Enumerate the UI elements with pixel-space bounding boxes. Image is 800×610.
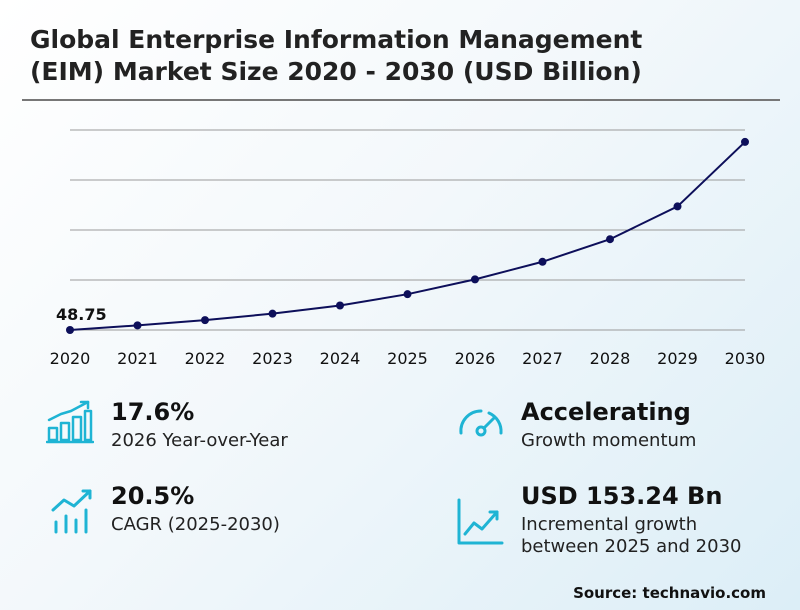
x-tick-label: 2020 [50,349,91,368]
chart-title: Global Enterprise Information Management… [30,24,770,88]
stat-incremental-label: Incremental growth between 2025 and 2030 [521,514,741,558]
stat-yoy-value: 17.6% [111,398,195,426]
x-tick-label: 2026 [455,349,496,368]
data-point [471,275,479,284]
line-chart: 2020 2021 2022 2023 2024 2025 2026 2027 2028 2029… [50,129,766,368]
data-point [606,235,614,244]
series-line [69,141,746,331]
data-point [201,316,209,325]
stat-incremental-label-line-2: between 2025 and 2030 [521,536,742,557]
x-tick-label: 2023 [252,349,293,368]
data-point [403,290,412,299]
title-line-2: (EIM) Market Size 2020 - 2030 (USD Billi… [30,57,642,86]
data-point [133,321,142,330]
x-axis-tick-labels: 2020 2021 2022 2023 2024 2025 2026 2027 2028 2029… [50,349,766,368]
stat-momentum: Accelerating Growth momentum [521,398,696,452]
x-tick-label: 2025 [387,349,428,368]
x-tick-label: 2030 [725,349,766,368]
stat-cagr-label: CAGR (2025-2030) [111,514,280,535]
stat-incremental-value: USD 153.24 Bn [521,482,723,510]
data-point [741,137,749,146]
stat-incremental: USD 153.24 Bn Incremental growth between… [521,482,741,558]
data-points [66,137,749,334]
title-divider [22,99,780,101]
x-tick-label: 2029 [657,349,698,368]
data-labels: 48.75 [56,305,107,324]
source-credit: Source: technavio.com [573,584,766,602]
bar-chart-growth-icon [46,400,94,444]
stat-cagr: 20.5% CAGR (2025-2030) [111,482,280,536]
x-tick-label: 2021 [117,349,158,368]
stat-yoy: 17.6% 2026 Year-over-Year [111,398,288,452]
data-point [673,202,682,211]
x-tick-label: 2022 [185,349,226,368]
title-line-1: Global Enterprise Information Management [30,25,643,54]
line-chart-up-icon [457,498,504,545]
data-label: 48.75 [56,305,107,324]
data-point [538,257,547,266]
x-tick-label: 2024 [320,349,361,368]
stat-yoy-label: 2026 Year-over-Year [111,430,288,451]
speedometer-icon [459,409,503,437]
stat-momentum-value: Accelerating [521,398,691,426]
data-point [66,326,74,334]
stat-incremental-label-line-1: Incremental growth [521,514,698,535]
stat-momentum-label: Growth momentum [521,430,697,451]
data-point [336,301,344,310]
x-tick-label: 2028 [590,349,631,368]
x-tick-label: 2027 [522,349,563,368]
gridlines [70,129,745,331]
trend-bars-icon [51,489,92,534]
data-point [268,309,277,318]
stat-cagr-value: 20.5% [111,482,195,510]
